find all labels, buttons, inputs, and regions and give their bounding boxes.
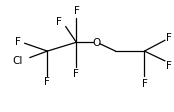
Text: F: F (15, 36, 21, 46)
Text: Cl: Cl (12, 55, 23, 65)
Text: F: F (44, 77, 50, 87)
Text: O: O (92, 38, 101, 48)
Text: F: F (141, 78, 147, 88)
Text: F: F (166, 60, 172, 70)
Text: F: F (74, 6, 80, 16)
Text: F: F (56, 17, 61, 27)
Text: F: F (73, 68, 79, 78)
Text: F: F (166, 33, 172, 43)
